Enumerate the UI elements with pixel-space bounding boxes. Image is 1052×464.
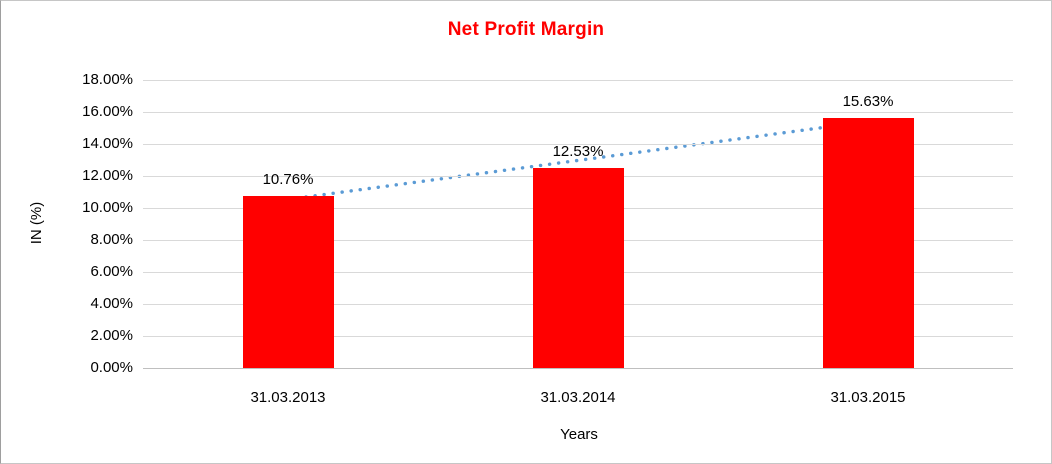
y-tick-label: 4.00% [90, 295, 133, 312]
y-tick-label: 14.00% [82, 135, 133, 152]
y-tick-label: 6.00% [90, 263, 133, 280]
y-tick-label: 16.00% [82, 103, 133, 120]
gridline [143, 144, 1013, 145]
x-tick-label: 31.03.2015 [830, 389, 906, 406]
y-axis-title: IN (%) [28, 201, 45, 245]
x-tick-label: 31.03.2013 [250, 389, 326, 406]
y-tick-label: 18.00% [82, 71, 133, 88]
x-axis-line [143, 368, 1013, 369]
y-tick-label: 12.00% [82, 167, 133, 184]
x-axis-title: Years [560, 426, 598, 443]
chart-title: Net Profit Margin [447, 19, 605, 40]
bar-31.03.2013 [243, 196, 334, 368]
y-tick-label: 2.00% [90, 327, 133, 344]
y-tick-label: 0.00% [90, 359, 133, 376]
bar-31.03.2015 [823, 118, 914, 368]
y-tick-label: 8.00% [90, 231, 133, 248]
gridline [143, 80, 1013, 81]
data-label: 12.53% [552, 143, 604, 160]
y-tick-label: 10.00% [82, 199, 133, 216]
data-label: 15.63% [842, 93, 894, 110]
x-tick-label: 31.03.2014 [540, 389, 616, 406]
data-label: 10.76% [262, 171, 314, 188]
gridline [143, 112, 1013, 113]
bar-31.03.2014 [533, 168, 624, 368]
